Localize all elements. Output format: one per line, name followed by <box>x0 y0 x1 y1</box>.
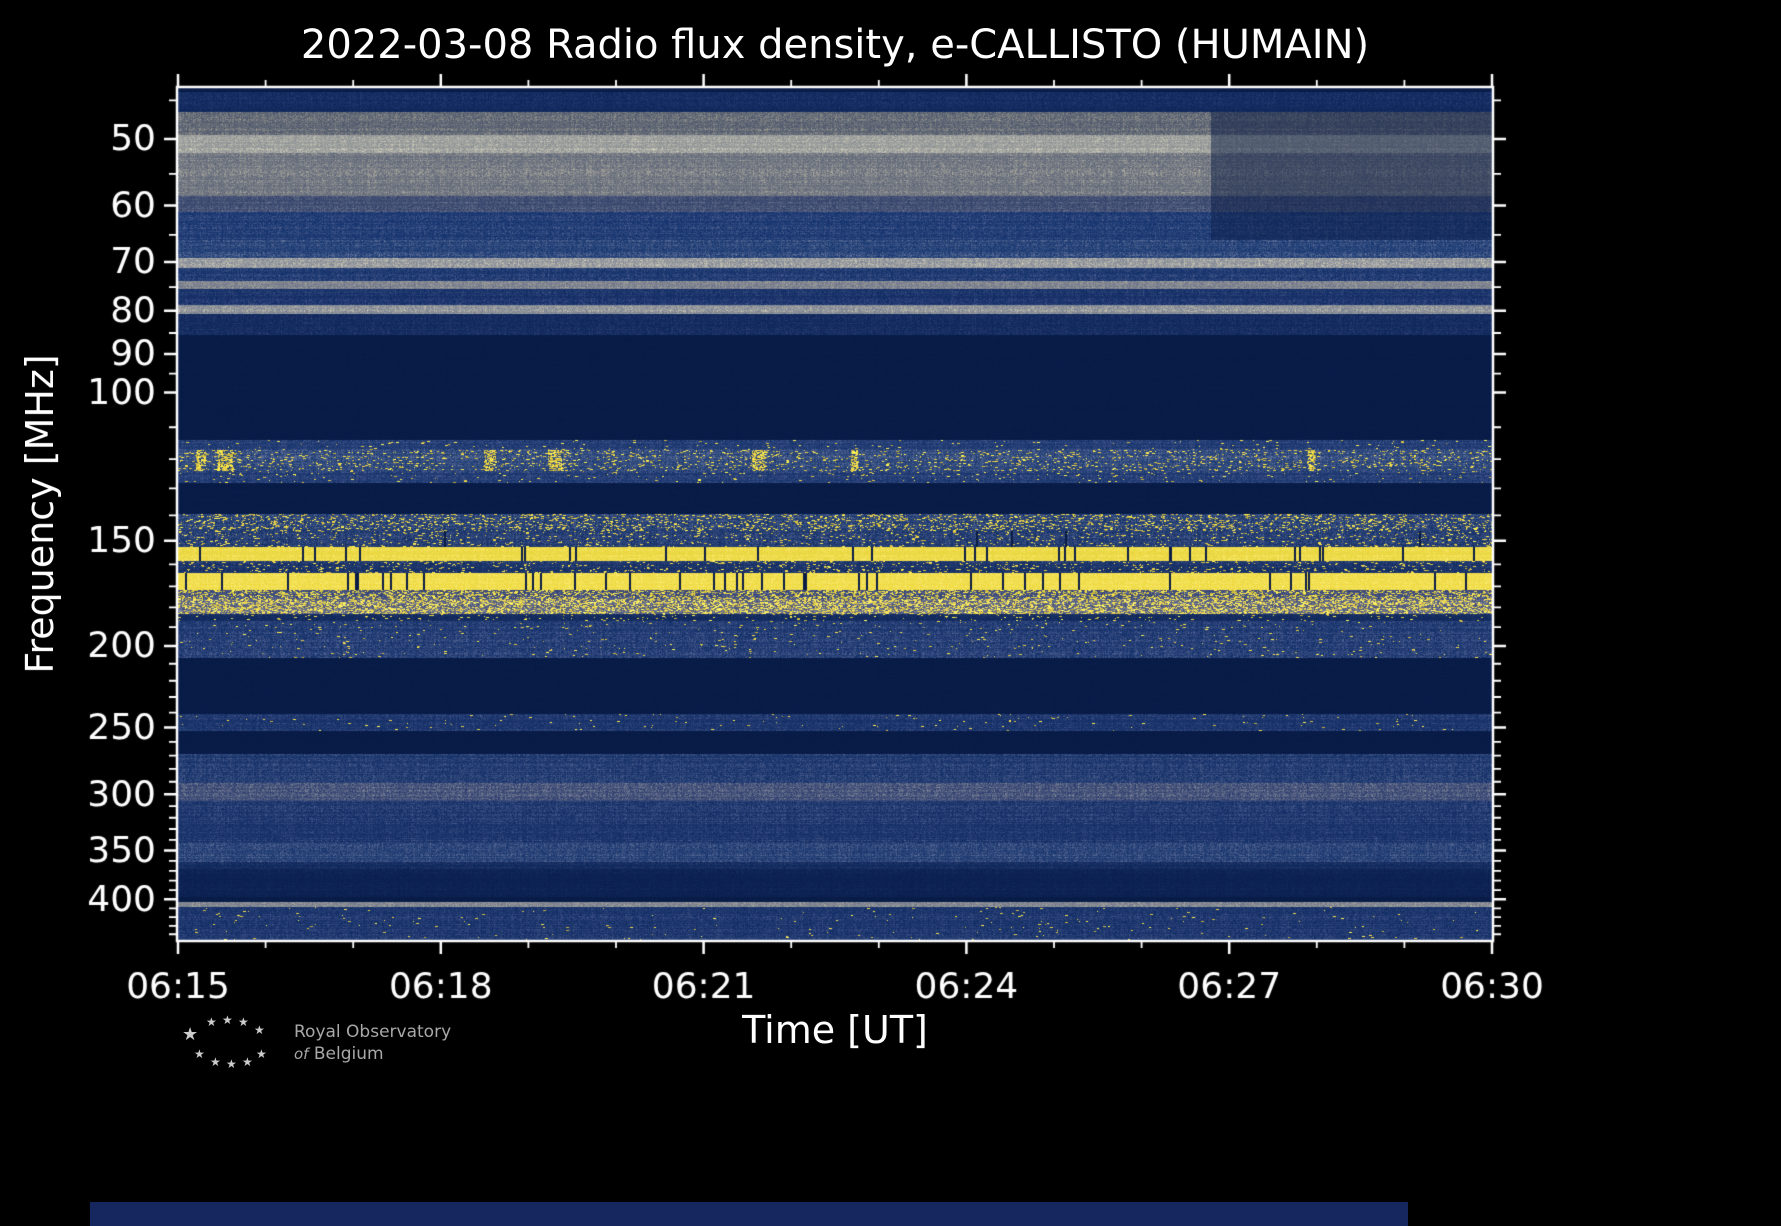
star-icon: ★ <box>206 1016 217 1028</box>
star-icon: ★ <box>226 1058 237 1070</box>
rob-logo-text: Royal Observatory of Belgium <box>294 1021 451 1065</box>
star-icon: ★ <box>222 1014 233 1026</box>
footer-bar <box>90 1202 1408 1226</box>
rob-logo-line2: of Belgium <box>294 1043 451 1065</box>
star-icon: ★ <box>210 1056 221 1068</box>
star-icon: ★ <box>194 1048 205 1060</box>
star-icon: ★ <box>256 1048 267 1060</box>
chart-title: 2022-03-08 Radio flux density, e-CALLIST… <box>178 22 1492 68</box>
star-icon: ★ <box>182 1026 198 1044</box>
rob-stars-icon: ★ ★ ★ ★ ★ ★ ★ ★ ★ ★ <box>182 1014 274 1072</box>
spectrogram-figure: 2022-03-08 Radio flux density, e-CALLIST… <box>0 0 1781 1226</box>
rob-logo-belgium: Belgium <box>314 1044 384 1064</box>
star-icon: ★ <box>254 1024 265 1036</box>
rob-logo-of: of <box>294 1045 308 1063</box>
rob-logo-line1: Royal Observatory <box>294 1021 451 1043</box>
star-icon: ★ <box>242 1056 253 1068</box>
y-axis-label: Frequency [MHz] <box>18 354 62 673</box>
rob-logo: ★ ★ ★ ★ ★ ★ ★ ★ ★ ★ Royal Observatory of Belgium <box>182 1014 451 1072</box>
star-icon: ★ <box>238 1016 249 1028</box>
